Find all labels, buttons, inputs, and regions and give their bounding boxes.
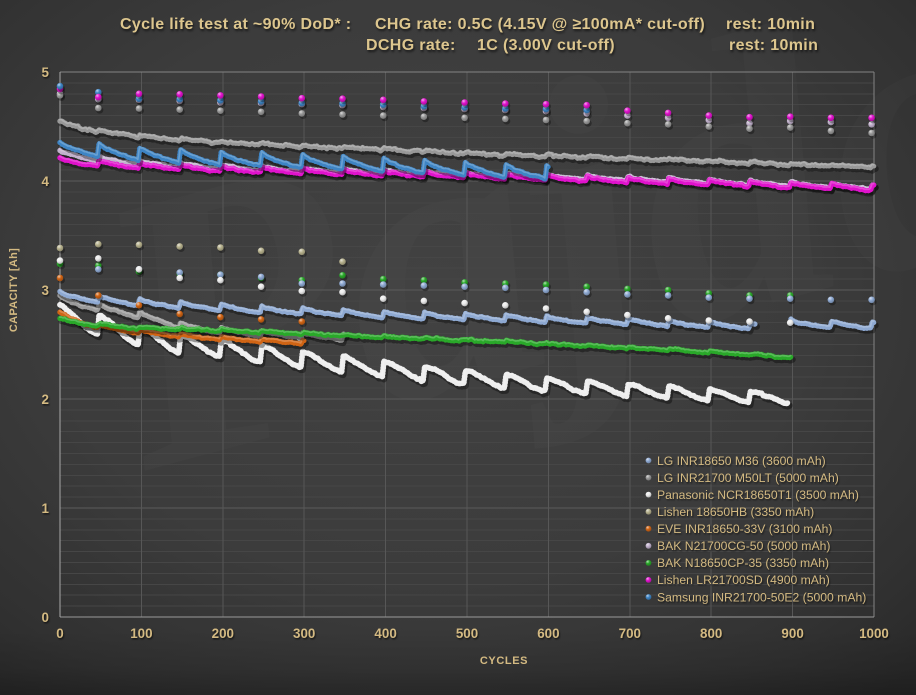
svg-text:CYCLES: CYCLES [480, 655, 528, 667]
svg-text:LG INR21700 M50LT (5000 mAh): LG INR21700 M50LT (5000 mAh) [657, 471, 839, 485]
svg-text:700: 700 [619, 626, 641, 641]
svg-text:0: 0 [56, 626, 63, 641]
svg-text:800: 800 [700, 626, 722, 641]
svg-text:BAK N21700CG-50 (5000 mAh): BAK N21700CG-50 (5000 mAh) [657, 539, 830, 553]
svg-text:3: 3 [42, 283, 49, 298]
svg-text:200: 200 [212, 626, 234, 641]
svg-text:BAK N18650CP-35 (3350 mAh): BAK N18650CP-35 (3350 mAh) [657, 556, 829, 570]
svg-text:LG INR18650 M36 (3600 mAh): LG INR18650 M36 (3600 mAh) [657, 454, 826, 468]
svg-text:CHG rate: 0.5C (4.15V @ ≥100m: CHG rate: 0.5C (4.15V @ ≥100mA* cut-off) [375, 16, 705, 33]
svg-text:1: 1 [42, 501, 50, 516]
svg-text:600: 600 [537, 626, 559, 641]
svg-text:500: 500 [456, 626, 478, 641]
svg-text:DCHG rate:: DCHG rate: [366, 37, 456, 54]
svg-text:2: 2 [42, 392, 49, 407]
svg-text:1000: 1000 [859, 626, 889, 641]
svg-text:Panasonic NCR18650T1 (3500 mAh: Panasonic NCR18650T1 (3500 mAh) [657, 488, 859, 502]
svg-text:CAPACITY [Ah]: CAPACITY [Ah] [8, 248, 20, 332]
svg-text:Samsung INR21700-50E2 (5000 mA: Samsung INR21700-50E2 (5000 mAh) [657, 590, 866, 604]
svg-text:rest: 10min: rest: 10min [729, 37, 818, 54]
svg-text:5: 5 [42, 65, 50, 80]
svg-text:4: 4 [42, 174, 50, 189]
svg-text:Cycle life test at ~90% DoD* :: Cycle life test at ~90% DoD* : [120, 16, 351, 33]
svg-text:rest: 10min: rest: 10min [726, 16, 815, 33]
svg-text:900: 900 [781, 626, 803, 641]
svg-text:400: 400 [374, 626, 396, 641]
svg-text:0: 0 [42, 610, 49, 625]
svg-text:EVE INR18650-33V (3100 mAh): EVE INR18650-33V (3100 mAh) [657, 522, 832, 536]
svg-text:Lishen LR21700SD (4900 mAh): Lishen LR21700SD (4900 mAh) [657, 573, 830, 587]
svg-text:300: 300 [293, 626, 315, 641]
svg-text:1C (3.00V cut-off): 1C (3.00V cut-off) [477, 37, 615, 54]
svg-text:Lishen 18650HB (3350 mAh): Lishen 18650HB (3350 mAh) [657, 505, 814, 519]
svg-text:100: 100 [130, 626, 152, 641]
